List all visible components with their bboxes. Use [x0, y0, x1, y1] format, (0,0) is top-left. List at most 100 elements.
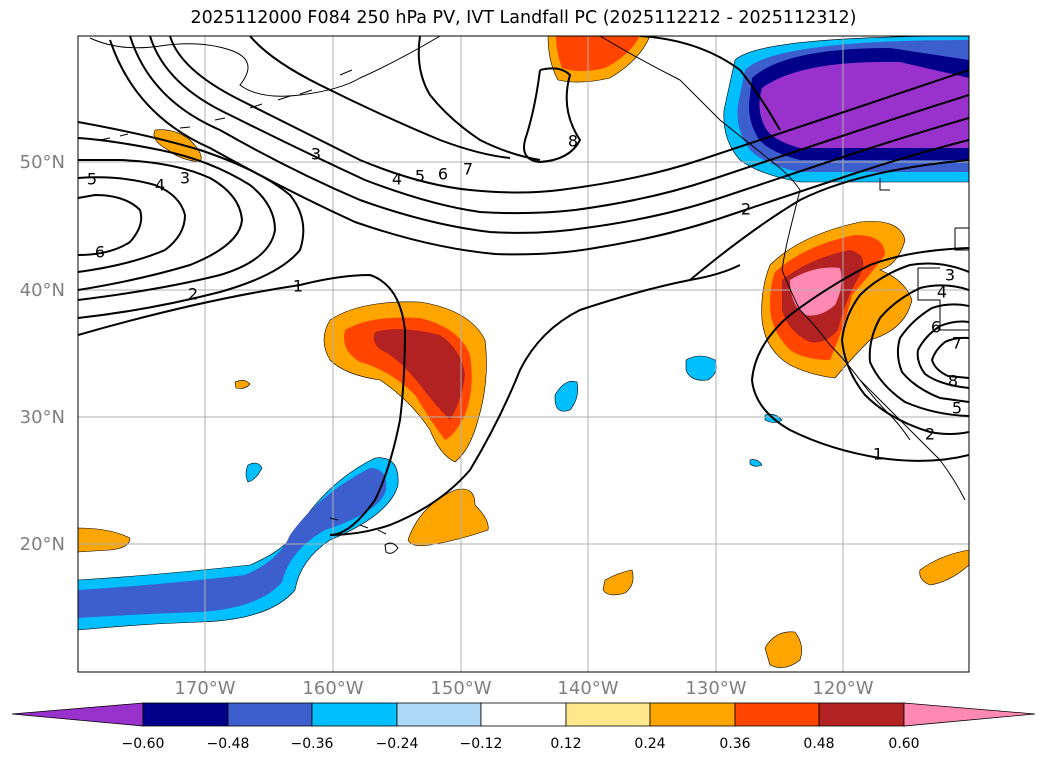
shade-north-red — [556, 36, 640, 71]
colorbar — [11, 702, 1036, 727]
clabel-e5: 5 — [952, 399, 962, 418]
ivt-shading — [78, 36, 969, 668]
shade-orange-1 — [153, 129, 202, 163]
shade-orange-6 — [919, 549, 969, 586]
contour-w5 — [78, 176, 187, 273]
clabel-n6: 6 — [438, 165, 448, 184]
map-title: 2025112000 F084 250 hPa PV, IVT Landfall… — [190, 8, 857, 28]
contour-e3 — [840, 262, 969, 435]
coast-alaska — [89, 36, 441, 97]
shade-orange-7 — [234, 380, 251, 389]
colorbar-tick-2: −0.48 — [206, 736, 250, 752]
lat-label-40: 40°N — [19, 280, 65, 301]
colorbar-tick-9: 0.48 — [803, 736, 835, 752]
colorbar-seg-5 — [480, 702, 567, 727]
contour-n2 — [149, 36, 969, 215]
contour-e1 — [750, 247, 969, 462]
clabel-n8: 8 — [568, 132, 578, 151]
clabel-w4: 4 — [155, 176, 165, 195]
lon-label-140w: 140°W — [557, 678, 619, 699]
coast-islands — [329, 517, 399, 554]
map-frame — [77, 35, 970, 673]
colorbar-seg-4 — [396, 702, 482, 727]
clabel-w3a: 3 — [180, 169, 190, 188]
clabel-n5: 5 — [415, 167, 425, 186]
shade-blob-2 — [554, 381, 578, 412]
clabel-n7: 7 — [463, 160, 473, 179]
colorbar-tick-3: −0.36 — [290, 736, 334, 752]
shade-blob-3 — [245, 462, 263, 483]
clabel-e4: 4 — [937, 283, 947, 302]
coast-baja — [859, 379, 911, 441]
contour-e2 — [689, 159, 969, 281]
contour-labels: 5 4 3 6 2 1 3 4 5 6 7 8 2 3 4 6 7 8 5 2 … — [87, 132, 962, 464]
colorbar-seg-9 — [818, 702, 905, 727]
coast-aleutians — [99, 69, 353, 141]
colorbar-tick-6: 0.12 — [550, 736, 582, 752]
clabel-w6: 6 — [95, 243, 105, 262]
lon-label-170w: 170°W — [174, 678, 236, 699]
clabel-w1: 1 — [293, 277, 303, 296]
contour-n3 — [129, 36, 969, 234]
lat-label-50: 50°N — [19, 152, 65, 173]
shade-central-dark — [373, 329, 465, 420]
contour-w6 — [78, 193, 143, 256]
contour-e4 — [868, 284, 969, 417]
clabel-n4: 4 — [392, 170, 402, 189]
clabel-e7: 7 — [952, 334, 962, 353]
colorbar-seg-1 — [142, 702, 229, 727]
shade-blob-1 — [685, 355, 717, 381]
colorbar-tick-4: −0.24 — [375, 736, 419, 752]
shade-blob-5 — [749, 459, 763, 467]
shade-orange-4 — [602, 569, 634, 596]
contour-w4 — [78, 159, 244, 291]
contour-n4 — [109, 39, 969, 256]
colorbar-tick-1: −0.60 — [121, 736, 165, 752]
pv-contours — [78, 36, 969, 536]
contour-w1 — [78, 264, 741, 536]
colorbar-extend-right — [903, 702, 1036, 727]
contour-n1 — [169, 36, 969, 194]
shade-cal-pink — [790, 267, 842, 316]
clabel-e2: 2 — [741, 200, 751, 219]
lon-label-160w: 160°W — [302, 678, 364, 699]
shade-orange-2 — [78, 527, 131, 553]
shade-sw-blue — [78, 468, 387, 618]
shade-orange-3 — [407, 488, 489, 547]
clabel-n3: 3 — [311, 145, 321, 164]
colorbar-seg-8 — [734, 702, 820, 727]
colorbar-extend-left — [11, 702, 144, 727]
lat-label-30: 30°N — [19, 407, 65, 428]
clabel-e3: 3 — [945, 266, 955, 285]
colorbar-seg-2 — [227, 702, 313, 727]
coast-border-2 — [917, 227, 969, 331]
contour-n7 — [523, 67, 582, 164]
clabel-w2: 2 — [188, 285, 198, 304]
colorbar-tick-7: 0.24 — [634, 736, 666, 752]
colorbar-tick-10: 0.60 — [888, 736, 920, 752]
contour-w3 — [78, 137, 277, 301]
shade-orange-5 — [764, 631, 802, 668]
lon-label-150w: 150°W — [430, 678, 492, 699]
coast-border-1 — [879, 178, 890, 191]
contour-n8 — [639, 36, 781, 131]
colorbar-seg-7 — [649, 702, 736, 727]
clabel-e1: 1 — [873, 445, 883, 464]
contour-e7 — [930, 336, 969, 379]
colorbar-tick-5: −0.12 — [459, 736, 503, 752]
colorbar-seg-6 — [565, 702, 651, 727]
colorbar-tick-8: 0.36 — [719, 736, 751, 752]
lon-label-130w: 130°W — [685, 678, 747, 699]
clabel-e2b: 2 — [925, 425, 935, 444]
contour-w2 — [78, 121, 305, 319]
contour-e5 — [896, 303, 969, 403]
lon-label-120w: 120°W — [812, 678, 874, 699]
clabel-w5: 5 — [87, 170, 97, 189]
contour-n5 — [249, 36, 511, 159]
contour-e6 — [916, 320, 969, 389]
contour-n6 — [417, 36, 541, 161]
clabel-e8: 8 — [948, 372, 958, 391]
lat-label-20: 20°N — [19, 534, 65, 555]
clabel-e6: 6 — [931, 318, 941, 337]
